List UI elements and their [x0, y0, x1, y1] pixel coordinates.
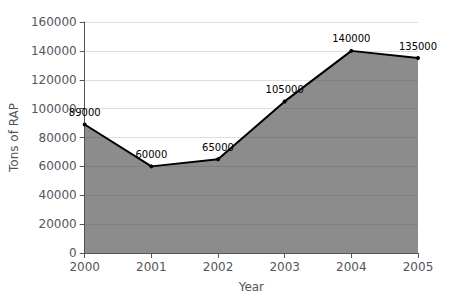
svg-text:2002: 2002	[203, 260, 234, 274]
svg-text:89000: 89000	[69, 107, 101, 118]
svg-text:160000: 160000	[31, 15, 77, 29]
svg-text:20000: 20000	[39, 217, 77, 231]
svg-text:Year: Year	[238, 280, 264, 294]
svg-text:135000: 135000	[399, 41, 437, 52]
svg-text:140000: 140000	[31, 44, 77, 58]
svg-text:2003: 2003	[269, 260, 300, 274]
svg-text:40000: 40000	[39, 188, 77, 202]
svg-text:60000: 60000	[135, 149, 167, 160]
svg-text:100000: 100000	[30, 101, 77, 116]
svg-text:2005: 2005	[403, 260, 434, 274]
svg-text:80000: 80000	[39, 131, 77, 145]
svg-text:2004: 2004	[336, 260, 367, 274]
svg-text:0: 0	[69, 246, 77, 260]
svg-text:65000: 65000	[202, 142, 234, 153]
svg-text:120000: 120000	[31, 73, 77, 87]
svg-text:60000: 60000	[39, 159, 77, 173]
svg-text:2000: 2000	[69, 260, 100, 274]
svg-text:105000: 105000	[266, 84, 304, 95]
svg-text:2001: 2001	[136, 260, 167, 274]
svg-text:140000: 140000	[332, 33, 370, 44]
svg-text:Tons of RAP: Tons of RAP	[7, 103, 21, 173]
